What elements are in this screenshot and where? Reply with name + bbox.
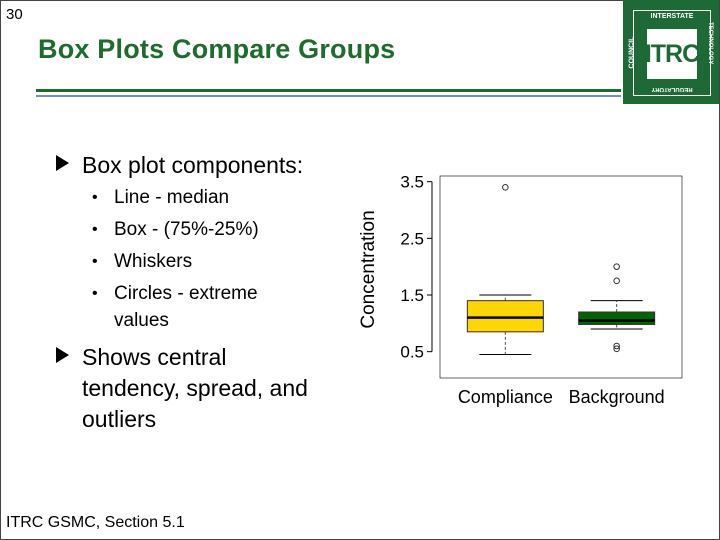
outlier-point <box>613 263 620 270</box>
x-category-label: Compliance <box>458 387 553 407</box>
y-axis-label: Concentration <box>358 210 379 328</box>
title-rule <box>36 89 621 92</box>
outlier-point <box>613 345 620 353</box>
box-iqr <box>466 300 544 333</box>
itrc-logo: INTERSTATE COUNCIL ITRC TECHNOLOGY REGUL… <box>623 0 719 104</box>
box-iqr <box>578 311 656 325</box>
logo-text-top: INTERSTATE <box>650 13 694 20</box>
sub-bullet-text: Line - median <box>114 187 230 208</box>
bullet-dot-icon: • <box>92 189 98 206</box>
bullet-line: outliers <box>82 406 157 432</box>
title-rule-secondary <box>36 95 621 97</box>
bullet-dot-icon: • <box>92 285 98 302</box>
bullet-dot-icon: • <box>92 221 98 238</box>
logo-border: INTERSTATE COUNCIL ITRC TECHNOLOGY REGUL… <box>628 10 713 96</box>
bullet-arrow-icon <box>56 155 69 171</box>
bullet-text: Box plot components: <box>82 152 304 178</box>
sub-bullet-text: Box - (75%-25%) <box>114 219 259 240</box>
sub-bullet-text: Circles - extreme <box>114 283 258 304</box>
sub-bullet-text: Whiskers <box>114 251 193 272</box>
sub-bullet-text: values <box>114 310 169 331</box>
plot-border <box>439 175 683 379</box>
slide-title: Box Plots Compare Groups <box>38 34 396 64</box>
box-plot-chart: 0.5 1.5 2.5 3.5 Concentration Compliance Backg… <box>358 173 683 407</box>
x-category-label: Background <box>569 387 665 407</box>
logo-text-left: COUNCIL <box>628 36 636 69</box>
slide-number: 30 <box>6 6 23 23</box>
bullet-arrow-icon <box>56 347 69 363</box>
y-tick-label: 0.5 <box>400 343 424 362</box>
logo-text-right: TECHNOLOGY <box>707 22 713 65</box>
bullet-dot-icon: • <box>92 253 98 270</box>
logo-text-bottom: REGULATORY <box>651 86 693 92</box>
outlier-point <box>613 277 620 285</box>
bullet-line: Shows central <box>82 344 227 370</box>
bullet-line: tendency, spread, and <box>82 375 308 401</box>
y-tick-label: 3.5 <box>400 173 424 192</box>
y-tick-label: 1.5 <box>400 286 424 305</box>
outlier-point <box>613 342 620 350</box>
footer-citation: ITRC GSMC, Section 5.1 <box>6 514 185 531</box>
logo-mark: ITRC <box>645 29 700 79</box>
outlier-point <box>502 184 509 191</box>
y-tick-label: 2.5 <box>400 229 424 248</box>
